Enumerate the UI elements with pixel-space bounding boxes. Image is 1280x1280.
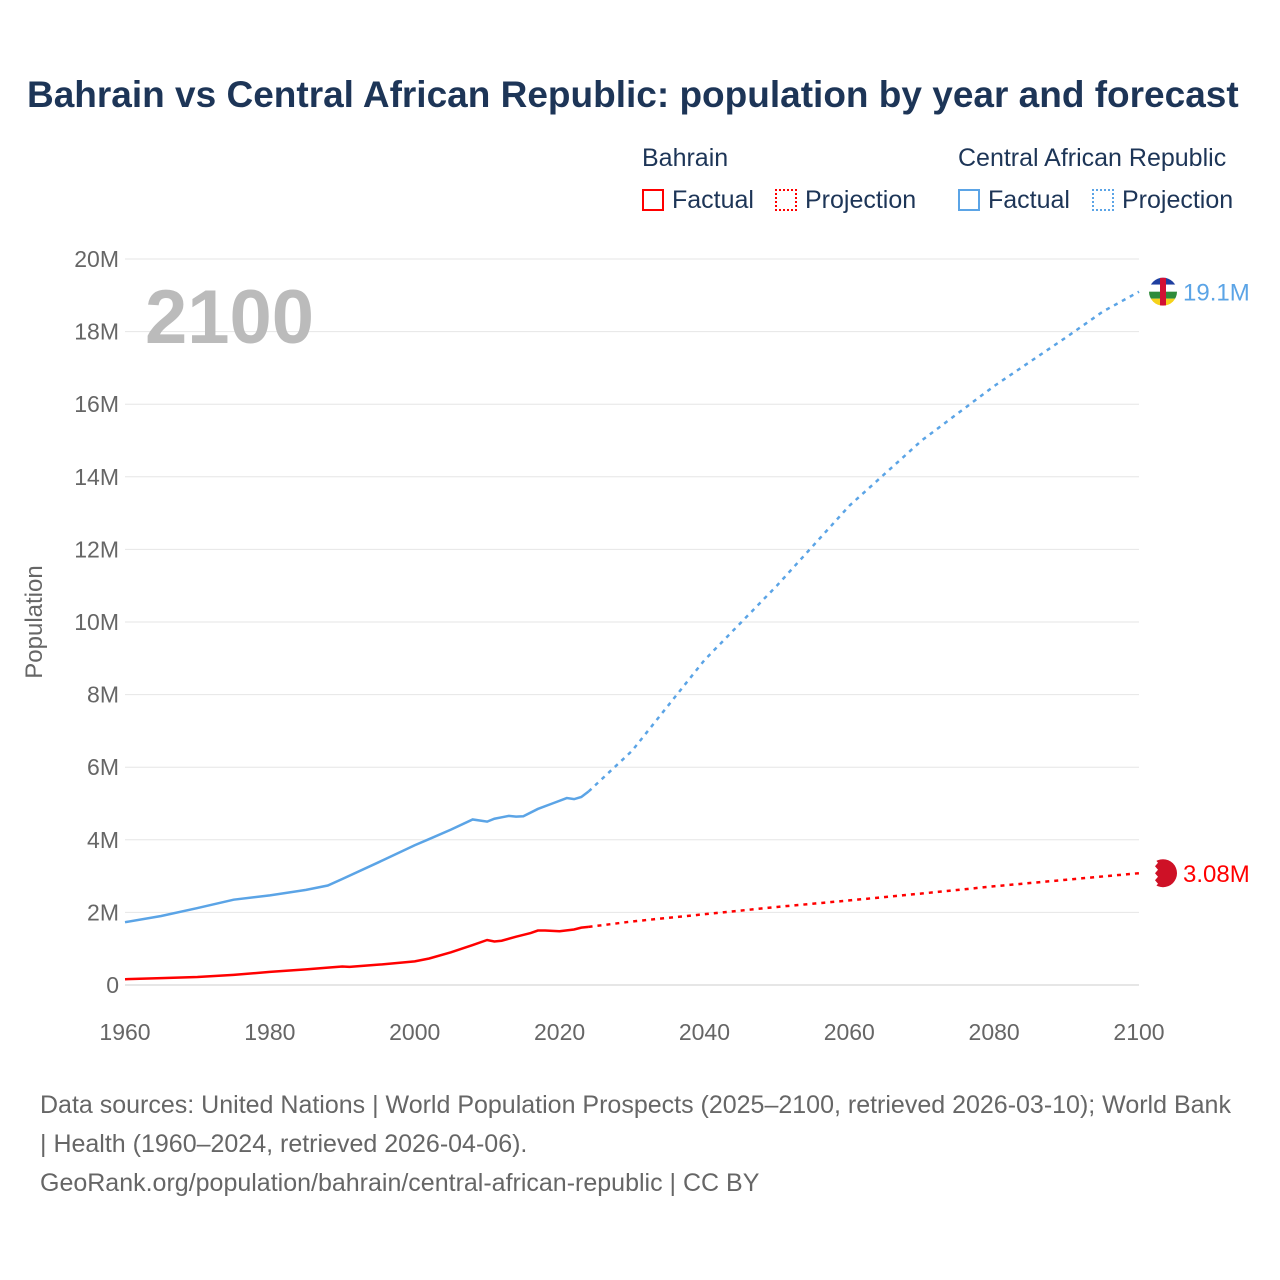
legend-label: Factual xyxy=(988,186,1070,214)
legend-group-bahrain: Bahrain xyxy=(642,144,729,172)
legend-item-car-projection[interactable]: Projection xyxy=(1092,186,1233,215)
series-end-label: 3.08M xyxy=(1183,861,1250,888)
y-tick-label: 10M xyxy=(74,609,119,635)
bahrain-flag-icon xyxy=(1149,859,1177,888)
chart-title: Bahrain vs Central African Republic: pop… xyxy=(27,74,1239,115)
data-sources: Data sources: United Nations | World Pop… xyxy=(40,1091,1231,1158)
x-tick-label: 2100 xyxy=(1113,1019,1164,1045)
x-tick-label: 2040 xyxy=(679,1019,730,1045)
legend-swatch xyxy=(958,189,980,211)
y-tick-label: 18M xyxy=(74,319,119,345)
y-tick-label: 4M xyxy=(87,827,119,853)
x-tick-label: 2080 xyxy=(969,1019,1020,1045)
y-tick-label: 6M xyxy=(87,754,119,780)
legend-label: Projection xyxy=(1122,186,1234,214)
series-end-label: 19.1M xyxy=(1183,280,1250,307)
footer: Data sources: United Nations | World Pop… xyxy=(40,1086,1240,1203)
y-tick-label: 14M xyxy=(74,464,119,490)
y-tick-label: 2M xyxy=(87,899,119,925)
y-axis-label: Population xyxy=(21,565,48,678)
series-line-projection xyxy=(587,290,1140,793)
car-flag-icon xyxy=(1149,277,1177,306)
legend-label: Factual xyxy=(672,186,754,214)
legend-label: Projection xyxy=(805,186,917,214)
y-tick-label: 16M xyxy=(74,391,119,417)
legend-item-bahrain-projection[interactable]: Projection xyxy=(775,186,916,215)
plot-area: 0 2M 4M 6M 8M 10M 12M 14M 16M 18M 20M 1960 1980 2000 2… xyxy=(21,246,1250,1045)
x-tick-label: 2000 xyxy=(389,1019,440,1045)
legend-swatch xyxy=(642,189,664,211)
legend-swatch xyxy=(775,189,797,211)
series-line-factual xyxy=(124,925,589,981)
x-tick-label: 2020 xyxy=(534,1019,585,1045)
x-tick-label: 1960 xyxy=(99,1019,150,1045)
year-label: 2100 xyxy=(145,275,314,360)
source-link[interactable]: GeoRank.org/population/bahrain/central-a… xyxy=(40,1169,760,1197)
y-tick-label: 20M xyxy=(74,246,119,272)
legend-group-car: Central African Republic xyxy=(958,144,1227,172)
legend-swatch xyxy=(1092,189,1114,211)
y-tick-label: 8M xyxy=(87,682,119,708)
series-line-factual xyxy=(124,790,590,924)
legend-item-bahrain-factual[interactable]: Factual xyxy=(642,186,754,215)
y-tick-label: 12M xyxy=(74,536,119,562)
legend-item-car-factual[interactable]: Factual xyxy=(958,186,1070,215)
y-tick-label: 0 xyxy=(106,972,119,998)
x-tick-label: 2060 xyxy=(824,1019,875,1045)
x-tick-label: 1980 xyxy=(244,1019,295,1045)
series-line-projection xyxy=(588,871,1140,929)
